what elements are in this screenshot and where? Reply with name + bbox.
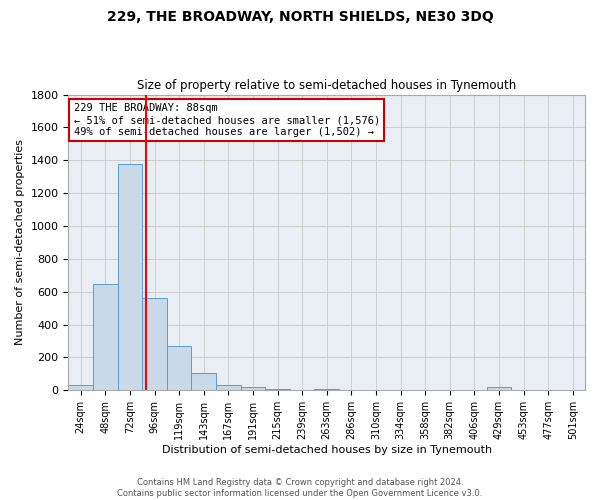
Bar: [265, 388, 290, 390]
Bar: [216, 384, 241, 390]
Text: Contains HM Land Registry data © Crown copyright and database right 2024.
Contai: Contains HM Land Registry data © Crown c…: [118, 478, 482, 498]
Title: Size of property relative to semi-detached houses in Tynemouth: Size of property relative to semi-detach…: [137, 79, 517, 92]
X-axis label: Distribution of semi-detached houses by size in Tynemouth: Distribution of semi-detached houses by …: [161, 445, 492, 455]
Bar: [142, 298, 167, 390]
Bar: [241, 387, 265, 390]
Bar: [93, 284, 118, 391]
Bar: [118, 164, 142, 390]
Text: 229 THE BROADWAY: 88sqm
← 51% of semi-detached houses are smaller (1,576)
49% of: 229 THE BROADWAY: 88sqm ← 51% of semi-de…: [74, 104, 380, 136]
Bar: [167, 346, 191, 391]
Bar: [191, 373, 216, 390]
Bar: [314, 388, 339, 390]
Y-axis label: Number of semi-detached properties: Number of semi-detached properties: [15, 140, 25, 346]
Bar: [68, 384, 93, 390]
Bar: [487, 387, 511, 390]
Text: 229, THE BROADWAY, NORTH SHIELDS, NE30 3DQ: 229, THE BROADWAY, NORTH SHIELDS, NE30 3…: [107, 10, 493, 24]
